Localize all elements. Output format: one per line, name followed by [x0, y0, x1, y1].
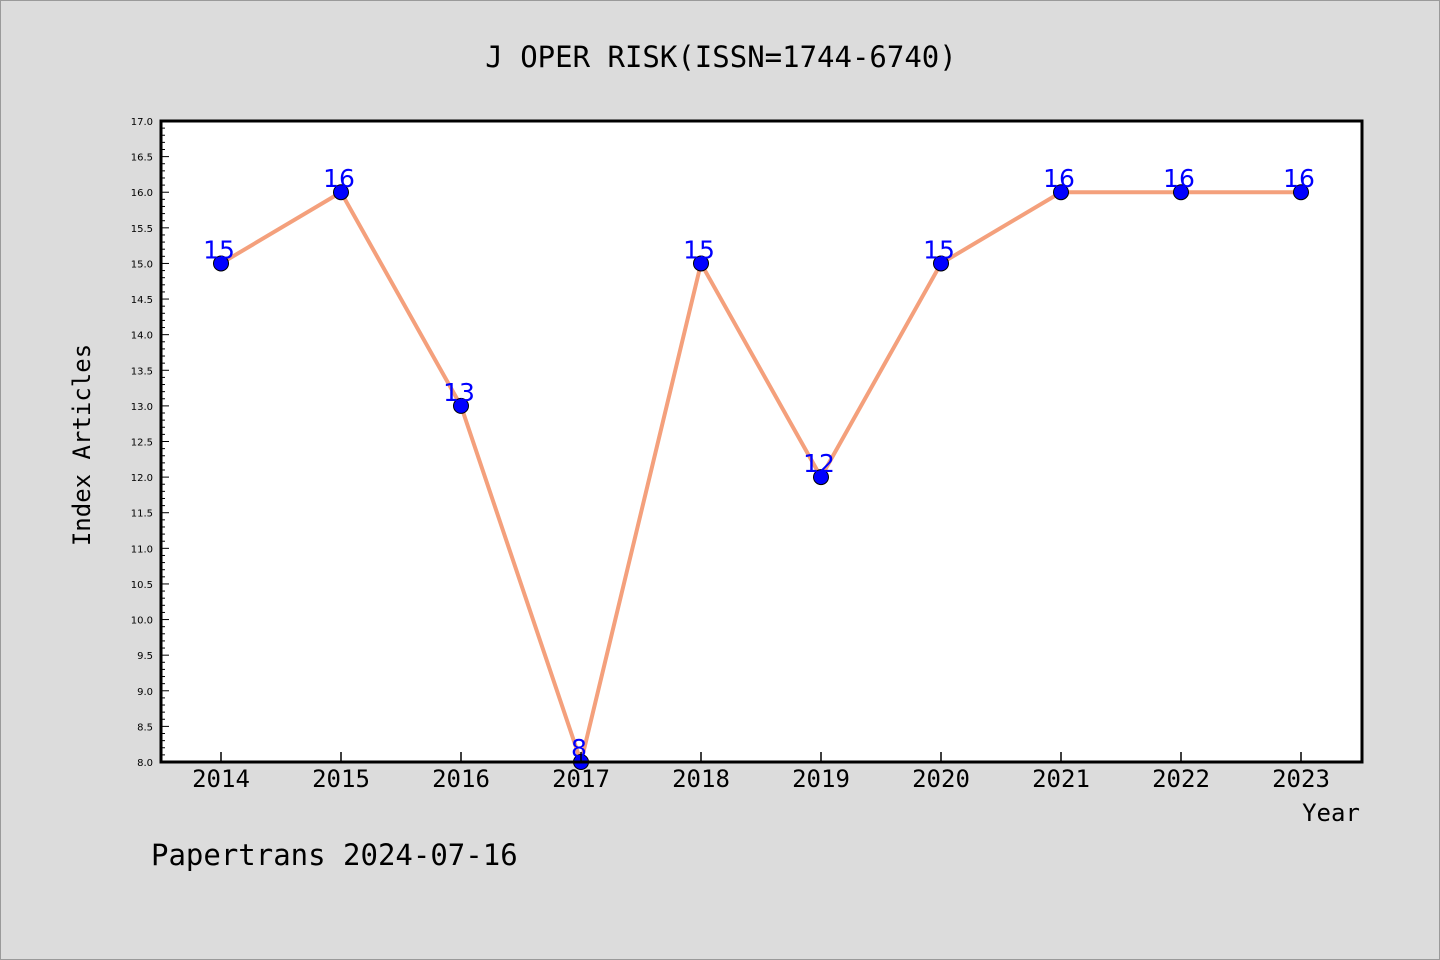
- plot-area: [161, 121, 1362, 762]
- data-label: 16: [1283, 164, 1315, 193]
- data-label: 12: [803, 449, 835, 478]
- data-label: 16: [1043, 164, 1075, 193]
- y-tick-label: 14.5: [131, 295, 153, 306]
- y-tick-label: 15.5: [131, 224, 153, 235]
- chart-title: J OPER RISK(ISSN=1744-6740): [485, 40, 956, 74]
- y-tick-label: 8.5: [137, 722, 153, 733]
- data-label: 8: [571, 734, 587, 763]
- data-point-marker: [1293, 184, 1309, 201]
- y-axis-label: Index Articles: [68, 344, 96, 546]
- y-tick-label: 12.5: [131, 438, 153, 449]
- y-tick-label: 17.0: [131, 117, 153, 128]
- x-tick-label: 2023: [1272, 765, 1330, 793]
- data-point-marker: [813, 469, 829, 486]
- x-tick-label: 2022: [1152, 765, 1210, 793]
- y-tick-label: 14.0: [131, 331, 153, 342]
- y-tick-label: 13.5: [131, 366, 153, 377]
- y-tick-label: 10.5: [131, 580, 153, 591]
- data-label: 13: [443, 378, 475, 407]
- x-tick-label: 2017: [552, 765, 610, 793]
- y-tick-label: 9.5: [137, 651, 153, 662]
- data-label: 15: [683, 235, 715, 264]
- data-point-marker: [1053, 184, 1069, 201]
- x-tick-label: 2014: [192, 765, 250, 793]
- y-tick-label: 8.0: [137, 758, 153, 769]
- data-point-marker: [1173, 184, 1189, 201]
- y-tick-label: 9.0: [137, 687, 153, 698]
- data-label: 16: [1163, 164, 1195, 193]
- y-tick-label: 16.5: [131, 153, 153, 164]
- x-tick-label: 2016: [432, 765, 490, 793]
- x-axis-label: Year: [1302, 799, 1360, 827]
- x-tick-label: 2015: [312, 765, 370, 793]
- series-line: [219, 190, 1303, 764]
- data-label: 15: [203, 235, 235, 264]
- data-point-marker: [693, 255, 709, 272]
- y-tick-label: 13.0: [131, 402, 153, 413]
- y-tick-label: 11.0: [131, 544, 153, 555]
- x-tick-label: 2019: [792, 765, 850, 793]
- data-point-marker: [213, 255, 229, 272]
- y-tick-label: 12.0: [131, 473, 153, 484]
- x-tick-label: 2020: [912, 765, 970, 793]
- plot-border: [159, 119, 1364, 764]
- x-tick-label: 2021: [1032, 765, 1090, 793]
- data-point-marker: [453, 397, 469, 414]
- footer-watermark: Papertrans 2024-07-16: [151, 838, 518, 872]
- y-tick-label: 11.5: [131, 509, 153, 520]
- y-tick-label: 10.0: [131, 616, 153, 627]
- data-point-marker: [333, 184, 349, 201]
- y-tick-label: 16.0: [131, 188, 153, 199]
- data-label: 15: [923, 235, 955, 264]
- x-tick-label: 2018: [672, 765, 730, 793]
- data-point-marker: [933, 255, 949, 272]
- data-label: 16: [323, 164, 355, 193]
- y-tick-label: 15.0: [131, 259, 153, 270]
- series-layer: 15 16 13 8 15 12 15 16 16 16: [203, 164, 1315, 770]
